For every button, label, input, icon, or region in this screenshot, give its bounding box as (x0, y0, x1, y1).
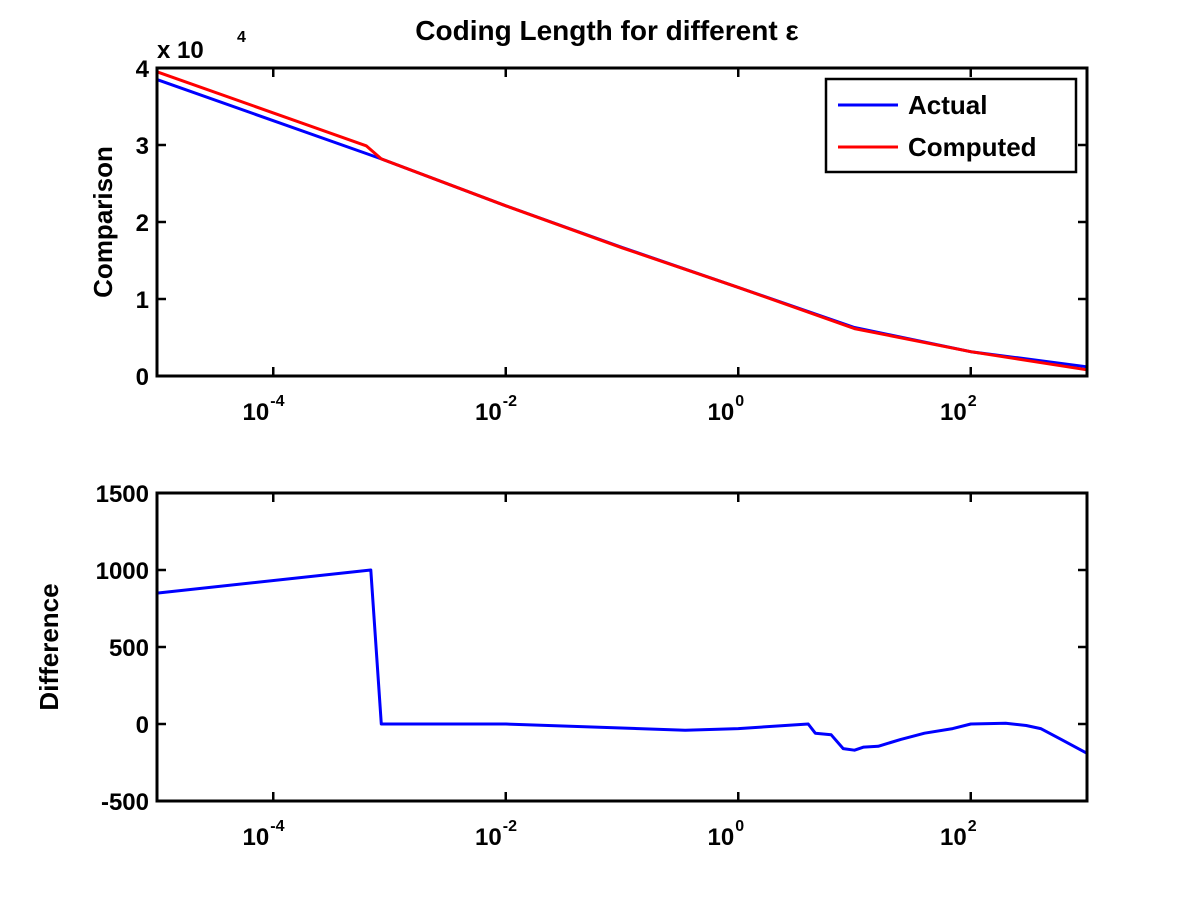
x-tick-label-base: 10 (708, 824, 735, 851)
y-tick-label: 0 (136, 364, 149, 391)
y-tick-label: -500 (101, 789, 149, 816)
x-tick-label: 10 2 (940, 393, 977, 426)
x-tick-label: 10 -2 (475, 818, 517, 851)
x-tick-label: 10 0 (708, 818, 745, 851)
x-tick-label-exponent: 2 (968, 393, 977, 410)
x-tick-label-exponent: -4 (270, 818, 284, 835)
y-tick-label: 2 (136, 210, 149, 237)
series-line-difference (156, 568, 1088, 755)
x-tick-label-base: 10 (243, 399, 270, 426)
y-multiplier: x 10 (157, 37, 204, 64)
x-tick-label-base: 10 (475, 824, 502, 851)
x-tick-label-exponent: -2 (503, 818, 517, 835)
y-axis-label: Comparison (88, 146, 118, 298)
x-tick-label-exponent: 0 (735, 818, 744, 835)
y-tick-label: 1500 (96, 481, 149, 508)
y-axis-label: Difference (34, 583, 64, 710)
chart-title: Coding Length for different ε (415, 15, 798, 46)
x-tick-label-exponent: -2 (503, 393, 517, 410)
x-tick-label-exponent: -4 (270, 393, 284, 410)
y-tick-label: 500 (109, 635, 149, 662)
x-tick-label-base: 10 (243, 824, 270, 851)
y-tick-label: 3 (136, 133, 149, 160)
series-line-computed (156, 70, 1088, 372)
x-tick-label-base: 10 (940, 824, 967, 851)
y-tick-label: 4 (136, 56, 150, 83)
x-tick-label-base: 10 (475, 399, 502, 426)
x-tick-label: 10 0 (708, 393, 745, 426)
x-tick-label: 10 -2 (475, 393, 517, 426)
y-tick-label: 1000 (96, 558, 149, 585)
y-tick-label: 0 (136, 712, 149, 739)
x-tick-label-base: 10 (940, 399, 967, 426)
x-tick-label: 10 -4 (243, 393, 285, 426)
legend-label-computed: Computed (908, 132, 1037, 162)
y-tick-label: 1 (136, 287, 149, 314)
axes-frame (155, 491, 1089, 803)
x-tick-label-base: 10 (708, 399, 735, 426)
x-tick-label: 10 2 (940, 818, 977, 851)
x-tick-label-exponent: 0 (735, 393, 744, 410)
x-tick-label: 10 -4 (243, 818, 285, 851)
x-tick-label-exponent: 2 (968, 818, 977, 835)
legend-box (824, 77, 1078, 174)
legend-label-actual: Actual (908, 90, 987, 120)
y-multiplier-exponent: 4 (237, 29, 246, 46)
